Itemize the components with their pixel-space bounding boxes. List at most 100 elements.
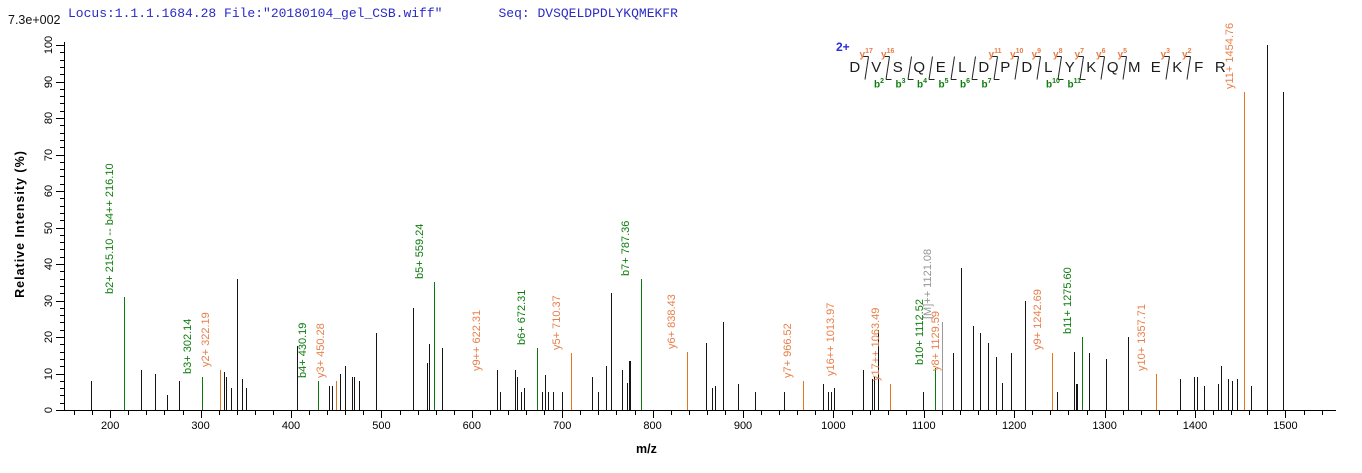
y-minor-tick [60,103,64,105]
cleavage-mark-icon [1034,56,1041,80]
peak [1082,337,1083,410]
residue-e-5: b4 E [917,56,952,90]
x-minor-tick [1068,411,1070,415]
peak [711,388,713,410]
residue-letter: D [1021,59,1033,76]
x-major-tick [110,411,112,418]
y-ion-label: y6 [1096,48,1106,61]
y-minor-tick [60,366,64,368]
peak [521,391,522,411]
y-minor-tick [60,125,64,127]
peak [552,391,554,411]
y-minor-tick [60,183,64,185]
x-minor-tick [724,411,726,415]
x-major-tick [743,411,744,418]
y-minor-tick [60,293,64,295]
residue-l-10: y9 L [1032,48,1060,80]
peak-label: b5+ 559.24 [413,223,426,280]
x-tick-label: 700 [553,420,572,432]
y-minor-tick [60,66,64,68]
y-minor-tick [60,220,64,222]
y-minor-tick [60,351,64,353]
y-major-tick [56,337,64,338]
peak [597,391,599,411]
peak-label: y10+ 1357.71 [1135,303,1148,371]
locus-file-text: Locus:1.1.1.1684.28 File:"20180104_gel_C… [68,6,443,21]
x-minor-tick [706,411,708,415]
y-minor-tick [60,161,64,163]
y-major-tick [56,373,64,375]
y-ion-label: y5 [1117,48,1127,61]
x-tick-label: 1500 [1273,420,1298,432]
peak [1057,391,1059,411]
x-minor-tick [941,411,943,415]
x-tick-label: 1300 [1092,420,1117,432]
y-tick-label: 30 [43,294,55,307]
peak [226,377,228,410]
peak [332,386,334,410]
residue-letter: Q [913,59,926,76]
y-minor-tick [60,242,64,244]
peak [591,377,593,410]
x-major-tick [200,411,202,418]
residue-q-4: b3 Q [896,56,931,90]
x-major-tick [471,411,473,418]
peak [352,377,353,410]
peak [1088,353,1090,410]
y-tick-label: 20 [43,330,55,344]
x-minor-tick [146,411,148,415]
x-minor-tick [1176,411,1178,415]
y-minor-tick [60,358,64,360]
y-minor-tick [60,395,64,397]
x-minor-tick [544,411,546,415]
peak [296,346,298,410]
x-tick-label: 200 [101,420,120,432]
peak [973,326,974,410]
peak-label: y17++ 1063.49 [869,307,882,382]
peak [1001,382,1003,410]
peak [220,369,222,410]
x-minor-tick [417,411,419,415]
peak-label: y9+ 1242.69 [1031,289,1044,351]
peak-label: y16++ 1013.97 [825,302,837,376]
x-minor-tick [634,411,636,415]
peak [536,347,538,410]
y-minor-tick [60,176,64,178]
peak [1193,377,1195,410]
peak [523,388,525,410]
peak [514,369,516,410]
peak [923,391,925,411]
y-ion-label: y17 [859,48,873,61]
residue-letter: D [849,59,861,76]
residue-letter: K [1086,59,1097,76]
cleavage-mark-icon [971,56,978,80]
x-major-tick [562,411,564,418]
peak [953,353,955,410]
peak [548,391,550,411]
peak-label: y8+ 1129.59 [929,310,942,371]
peak [1105,358,1107,410]
x-minor-tick [996,411,998,415]
b-ion-label: b11 [1067,77,1082,90]
peak [376,333,378,410]
y-minor-tick [60,388,64,390]
x-minor-tick [815,411,817,415]
peak [1227,379,1229,410]
peak [610,293,612,410]
peak [831,391,833,411]
y-major-tick [56,191,64,192]
x-major-tick [923,411,925,418]
peak [833,388,835,410]
peak [141,369,143,410]
x-minor-tick [761,411,763,415]
peak [90,380,92,410]
x-major-tick [833,411,835,418]
y-minor-tick [60,132,64,134]
x-minor-tick [435,411,437,415]
peak [1203,386,1205,410]
peak [873,377,875,410]
peak [237,278,239,410]
y-major-tick [56,81,64,83]
y-ion-label: y10 [1010,48,1024,61]
